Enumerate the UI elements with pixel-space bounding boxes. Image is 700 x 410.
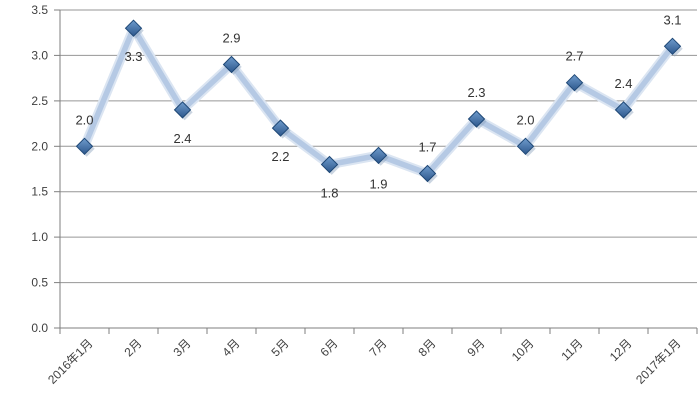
y-tick-label: 1.0 [31, 230, 48, 244]
data-label: 2.4 [614, 76, 632, 91]
data-label: 1.7 [418, 140, 436, 155]
data-marker [271, 119, 290, 137]
data-label: 3.1 [663, 12, 681, 27]
data-label: 2.0 [75, 112, 93, 127]
data-marker [173, 101, 192, 119]
data-marker [75, 137, 94, 156]
data-marker [614, 101, 633, 119]
y-tick-label: 2.5 [31, 94, 48, 108]
y-tick-label: 1.5 [31, 185, 48, 199]
data-marker [222, 55, 241, 74]
data-marker [565, 73, 584, 92]
data-label: 2.4 [173, 131, 191, 146]
y-tick-label: 3.0 [31, 48, 48, 62]
data-label: 3.3 [124, 49, 142, 64]
data-label: 2.0 [516, 112, 534, 127]
data-label: 1.8 [320, 186, 338, 201]
y-tick-label: 0.0 [31, 321, 48, 335]
data-marker [418, 164, 437, 183]
data-label: 1.9 [369, 176, 387, 191]
data-marker [663, 37, 682, 56]
y-tick-label: 2.0 [31, 139, 48, 153]
data-marker [467, 110, 486, 128]
data-marker [320, 155, 339, 174]
y-tick-label: 0.5 [31, 276, 48, 290]
data-label: 2.7 [565, 49, 583, 64]
data-marker [124, 19, 143, 37]
data-marker [516, 137, 535, 156]
data-label: 2.9 [222, 31, 240, 46]
data-label: 2.2 [271, 149, 289, 164]
y-tick-label: 3.5 [31, 3, 48, 17]
data-label: 2.3 [467, 85, 485, 100]
data-marker [369, 146, 388, 165]
